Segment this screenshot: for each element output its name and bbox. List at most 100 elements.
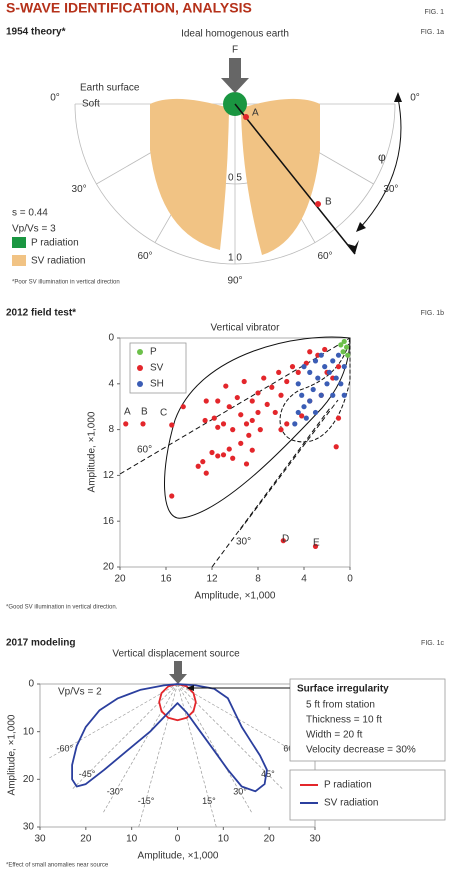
point: [243, 421, 250, 427]
x-tick-label: 10: [218, 834, 230, 845]
angle-label: 45°: [261, 769, 275, 779]
point: [220, 421, 227, 427]
x-tick-label: 12: [206, 574, 218, 585]
angle-label: 30°: [72, 184, 87, 195]
point: [322, 364, 328, 370]
curve: [71, 683, 268, 793]
point: [333, 375, 339, 381]
line-60: [119, 337, 351, 475]
angle-label: 30°: [383, 184, 398, 195]
angle-line: [177, 683, 253, 815]
angle-label: -45°: [79, 769, 96, 779]
legend-label: SH: [150, 379, 164, 390]
annotation: φ: [378, 150, 386, 164]
point: [307, 349, 313, 355]
point: [341, 338, 347, 345]
angle-label: 60°: [137, 251, 152, 262]
legend-swatch: [137, 365, 143, 371]
point: [318, 352, 324, 358]
point: [295, 381, 301, 387]
annotation: s = 0.44: [12, 208, 48, 219]
angle-label: 30°: [233, 787, 247, 797]
angle-line: [102, 683, 178, 815]
box-title: Surface irregularity: [297, 684, 389, 695]
annotation: B: [325, 197, 332, 208]
point: [299, 392, 305, 398]
subtitle: Vertical displacement source: [112, 649, 240, 660]
panel-title: 1954 theory*: [6, 27, 66, 38]
y-tick-label: 20: [23, 774, 35, 785]
fig-label: FIG. 1c: [421, 640, 444, 647]
x-tick-label: 16: [160, 574, 172, 585]
point: [261, 375, 267, 381]
legend-label: SV: [150, 363, 164, 374]
curve: [158, 683, 197, 722]
annotation: A: [124, 407, 131, 418]
point: [211, 415, 217, 421]
legend: [289, 769, 446, 821]
point: [330, 392, 336, 398]
point: [303, 415, 309, 421]
point: [278, 427, 284, 433]
point-a: [243, 114, 249, 120]
point: [284, 421, 290, 427]
angle-label: 15°: [202, 796, 216, 806]
box-line: Velocity decrease = 30%: [306, 745, 416, 756]
point: [226, 446, 232, 452]
point: [241, 378, 247, 385]
x-axis-label: Amplitude, ×1,000: [138, 851, 219, 862]
point: [324, 381, 330, 387]
scatter-plot: 20 16 12 8 4 0 0 4 8 12 16 20: [103, 333, 353, 585]
y-axis-label: Amplitude, ×1,000: [7, 714, 18, 795]
y-axis-label: Amplitude, ×1,000: [87, 411, 98, 492]
point: [246, 432, 252, 438]
annotation: A: [252, 108, 259, 119]
point: [269, 384, 275, 390]
annotation: Vp/Vs = 2: [58, 687, 102, 698]
point: [272, 409, 278, 416]
legend-swatch: [12, 237, 26, 248]
y-tick-label: 10: [23, 726, 35, 737]
x-tick-label: 30: [309, 834, 321, 845]
angle-label: -30°: [107, 787, 124, 797]
point: [264, 401, 270, 408]
angle-line: [177, 683, 308, 760]
point: [326, 369, 332, 375]
point: [276, 369, 282, 375]
annotation: Earth surface: [80, 83, 140, 94]
point: [249, 398, 255, 404]
point: [335, 364, 342, 370]
point: [301, 364, 307, 370]
point: [312, 543, 319, 549]
annotation: F: [232, 45, 238, 56]
annotation: C: [160, 408, 167, 419]
point: [312, 409, 319, 416]
box-line: Width = 20 ft: [306, 730, 363, 741]
point: [195, 463, 201, 469]
info-box: [289, 678, 446, 762]
footnote: *Poor SV illumination in vertical direct…: [12, 280, 120, 286]
y-tick-label: 0: [108, 333, 114, 344]
point: [341, 364, 347, 370]
point: [343, 344, 350, 350]
point: [322, 346, 328, 353]
legend-swatch: [137, 381, 143, 387]
panel-title: 2012 field test*: [6, 308, 76, 319]
y-tick-label: 12: [103, 470, 115, 481]
point: [335, 352, 342, 358]
point: [249, 447, 255, 453]
legend-label: SV radiation: [324, 798, 378, 809]
x-tick-label: 0: [175, 834, 181, 845]
force-arrow: [221, 58, 249, 93]
point: [338, 381, 344, 387]
point: [335, 415, 342, 421]
point: [238, 440, 244, 446]
point: [203, 470, 209, 476]
x-tick-label: 8: [255, 574, 261, 585]
point: [338, 342, 344, 348]
point: [257, 427, 263, 433]
point: [310, 386, 316, 393]
point: [295, 409, 301, 416]
annotation: Vp/Vs = 3: [12, 224, 56, 235]
